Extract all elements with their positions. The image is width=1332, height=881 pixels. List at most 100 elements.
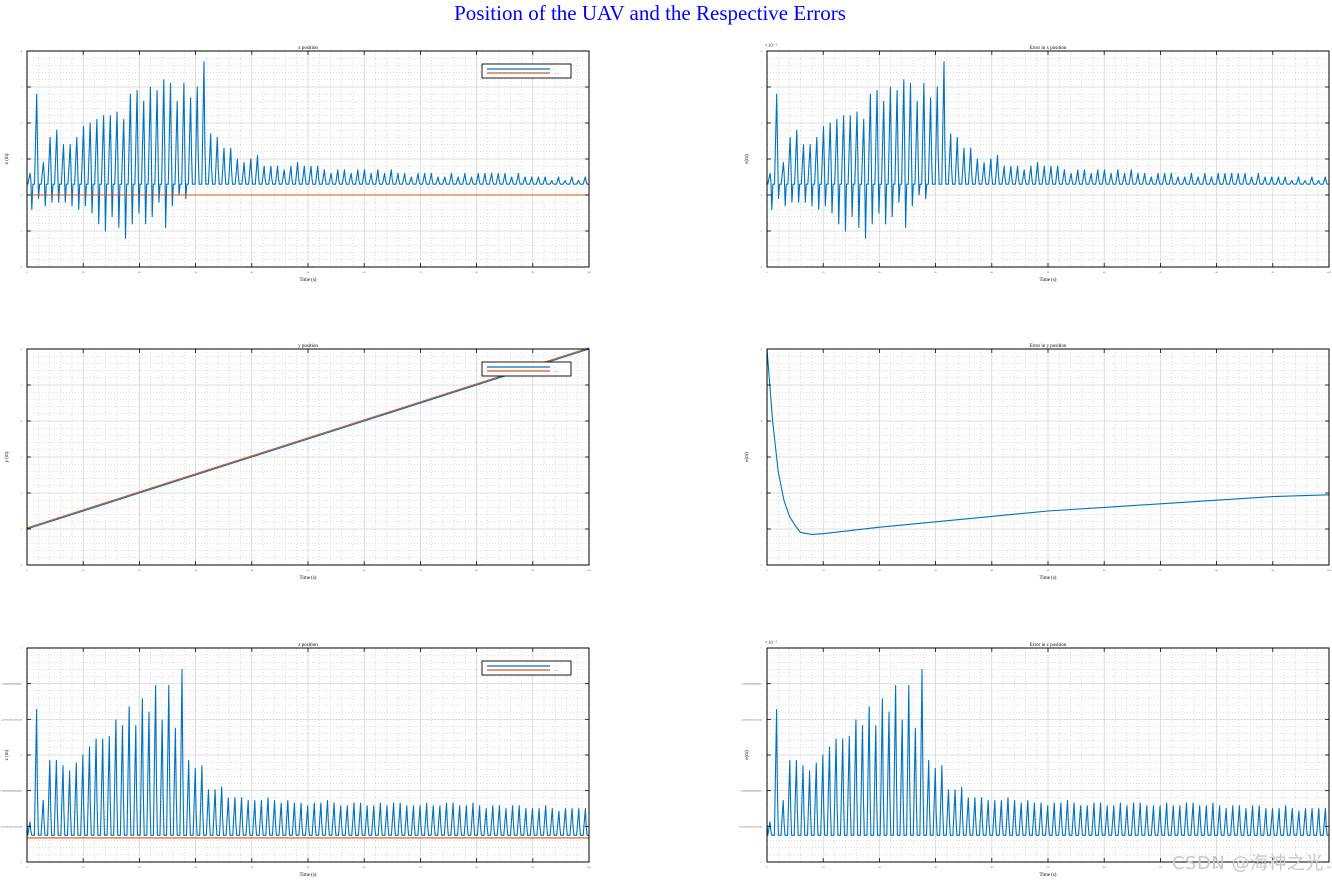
legend: xx ref [481, 63, 572, 79]
legend-label: x [554, 68, 556, 71]
watermark: CSDN @海神之光 [1171, 853, 1324, 874]
x-tick-label: 20 [138, 271, 141, 274]
x-tick-label: 60 [1103, 569, 1106, 572]
chart-5: 0 10 20 30 40 50 60 70 80 90 100 -1 0.33333333333333… [0, 643, 592, 878]
x-tick-label: 60 [363, 866, 366, 869]
y-axis-label: x (m) [5, 153, 10, 164]
y-tick-label: 0.33333333333333326 [739, 825, 763, 828]
x-tick-label: 10 [82, 866, 85, 869]
y-tick-label: 3 [21, 86, 23, 89]
y-tick-label: -2 [20, 266, 23, 269]
y-tick-label: 5 [761, 384, 763, 387]
x-tick-label: 90 [532, 866, 535, 869]
y-tick-label: -1 [20, 230, 23, 233]
y-tick-label: 4 [761, 420, 763, 423]
y-tick-label: 5 [21, 384, 23, 387]
x-tick-label: 100 [587, 271, 592, 274]
y-tick-label: 2 [21, 492, 23, 495]
y-tick-label: 7 [761, 647, 763, 650]
x-tick-label: 0 [766, 271, 768, 274]
y-tick-label: 3 [761, 456, 763, 459]
y-tick-label: 0 [21, 564, 23, 567]
y-tick-label: 4 [21, 420, 23, 423]
series-line-x [27, 61, 589, 239]
x-tick-label: 60 [363, 271, 366, 274]
x-tick-label: 20 [138, 569, 141, 572]
axis-exponent: ×10⁻² [765, 640, 777, 646]
chart-1: 0 10 20 30 40 50 60 70 80 90 100 -2 -1 0 1 2 3 4 x positio… [5, 46, 592, 283]
x-tick-label: 20 [878, 271, 881, 274]
chart-title: Error in x position [1030, 46, 1067, 51]
x-tick-label: 80 [475, 569, 478, 572]
chart-3: 0 10 20 30 40 50 60 70 80 90 100 0 1 2 3 4 5 6 y position T… [5, 344, 592, 581]
x-tick-label: 90 [1272, 866, 1275, 869]
x-tick-label: 100 [1327, 271, 1332, 274]
y-tick-label: -2 [760, 266, 763, 269]
legend: zz ref [481, 660, 572, 676]
x-tick-label: 30 [934, 866, 937, 869]
x-tick-label: 0 [766, 569, 768, 572]
legend-box [481, 361, 572, 377]
legend-label: x ref [554, 72, 559, 75]
legend-label: z [554, 665, 556, 668]
y-axis-label: e(m) [745, 154, 750, 164]
y-tick-label: 0 [761, 194, 763, 197]
y-tick-label: 4.333333333333333 [1, 718, 22, 721]
legend-box [481, 63, 572, 79]
figure-title: Position of the UAV and the Respective E… [454, 1, 846, 25]
legend: yy ref [481, 361, 572, 377]
x-tick-label: 30 [194, 866, 197, 869]
y-tick-label: 1 [761, 158, 763, 161]
y-tick-label: 7 [21, 647, 23, 650]
x-tick-label: 90 [1272, 569, 1275, 572]
series-line-z [26, 668, 589, 836]
y-tick-label: 4.333333333333333 [741, 718, 762, 721]
x-tick-label: 0 [26, 866, 28, 869]
y-tick-label: 5.666666666666667 [741, 683, 762, 686]
y-tick-label: 3 [761, 754, 763, 757]
x-tick-label: 30 [934, 271, 937, 274]
x-tick-label: 40 [251, 866, 254, 869]
legend-box [481, 660, 572, 676]
series-line-e_x [767, 61, 1329, 239]
chart-title: x position [298, 46, 318, 51]
y-axis-label: y (m) [5, 451, 10, 462]
chart-title: y position [298, 344, 318, 349]
x-tick-label: 20 [878, 569, 881, 572]
x-tick-label: 90 [532, 271, 535, 274]
chart-4: 0 10 20 30 40 50 60 70 80 90 100 0 1 2 3 4 5 6 Error in y … [745, 344, 1332, 581]
grid [26, 348, 590, 566]
x-tick-label: 70 [419, 866, 422, 869]
x-axis-label: Time (s) [1040, 576, 1057, 581]
y-tick-label: 6 [21, 348, 23, 351]
x-tick-label: 100 [587, 866, 592, 869]
legend-label: y ref [554, 370, 559, 373]
x-tick-label: 0 [26, 271, 28, 274]
y-tick-label: 1 [21, 158, 23, 161]
x-tick-label: 80 [475, 271, 478, 274]
y-tick-label: 1.6666666666666665 [740, 790, 763, 793]
y-tick-label: 3 [761, 86, 763, 89]
chart-title: Error in z position [1030, 643, 1067, 648]
x-tick-label: 70 [419, 569, 422, 572]
axis-exponent: ×10⁻² [765, 43, 777, 49]
x-axis-label: Time (s) [300, 576, 317, 581]
x-tick-label: 40 [991, 569, 994, 572]
x-tick-label: 30 [934, 569, 937, 572]
x-tick-label: 50 [307, 569, 310, 572]
x-tick-label: 40 [991, 866, 994, 869]
x-tick-label: 20 [878, 866, 881, 869]
x-tick-label: 100 [587, 569, 592, 572]
series-line-e_z [766, 668, 1329, 836]
x-tick-label: 10 [822, 271, 825, 274]
x-tick-label: 60 [1103, 271, 1106, 274]
y-tick-label: 6 [761, 348, 763, 351]
chart-title: Error in y position [1030, 344, 1067, 349]
grid [766, 348, 1330, 566]
x-tick-label: 40 [991, 271, 994, 274]
series-line-y [26, 348, 590, 530]
x-tick-label: 20 [138, 866, 141, 869]
y-tick-label: 0 [21, 194, 23, 197]
x-tick-label: 70 [1159, 866, 1162, 869]
y-tick-label: 5.666666666666667 [1, 683, 22, 686]
